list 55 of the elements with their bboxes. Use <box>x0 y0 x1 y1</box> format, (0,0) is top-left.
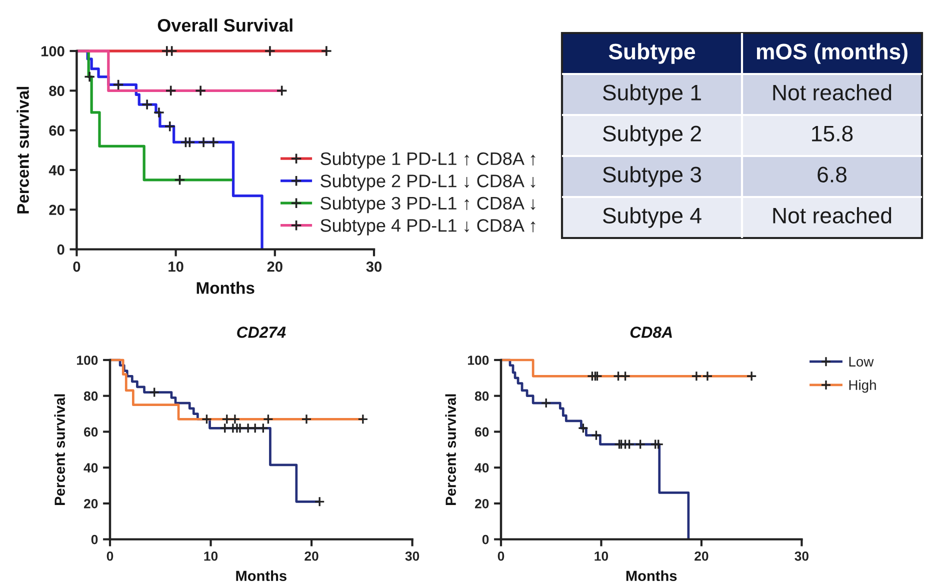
x-tick-label: 20 <box>694 551 708 561</box>
category-label: Subtype <box>608 43 696 64</box>
y-axis-title: Percent survival <box>445 394 456 506</box>
legend-label: Low <box>849 356 874 367</box>
text: Subtype 1 <box>602 84 701 105</box>
text: 15.8 <box>812 126 853 142</box>
x-tick-label: 30 <box>405 551 420 561</box>
x-tick-label: 10 <box>594 551 608 561</box>
y-tick-label: 80 <box>49 86 64 96</box>
chart-title: CD8A <box>630 326 672 338</box>
x-tick-label: 0 <box>106 551 114 561</box>
y-tick-label: 60 <box>475 427 489 437</box>
y-tick-label: 20 <box>84 499 98 508</box>
x-tick-label: 20 <box>304 551 318 561</box>
y-tick-label: 40 <box>48 165 64 176</box>
legend-label: Subtype 4 PD-L1 ↓ CD8A ↑ <box>320 218 536 236</box>
chart-title: Overall Survival <box>158 18 292 32</box>
y-tick-label: 0 <box>57 244 64 255</box>
y-tick-label: 0 <box>91 534 98 544</box>
legend-label: Subtype 3 PD-L1 ↑ CD8A ↓ <box>320 196 536 214</box>
y-tick-label: 0 <box>482 534 489 544</box>
y-tick-label: 80 <box>84 391 98 401</box>
x-tick-label: 0 <box>498 551 504 561</box>
y-tick-label: 20 <box>474 499 489 508</box>
y-axis-title: Percent survival <box>54 394 65 506</box>
x-tick-label: 30 <box>794 551 808 561</box>
x-axis-title: Months <box>236 570 286 582</box>
chart-title: CD274 <box>237 326 286 338</box>
y-tick-label: 60 <box>84 427 98 437</box>
y-tick-label: 20 <box>49 204 64 216</box>
legend-label: Subtype 1 PD-L1 ↑ CD8A ↑ <box>320 152 536 169</box>
text: Subtype 4 <box>602 207 702 228</box>
x-tick-label: 30 <box>366 261 382 272</box>
text: 6.8 <box>818 166 846 182</box>
text: Subtype 2 <box>602 125 701 146</box>
y-tick-label: 60 <box>49 125 64 136</box>
text: Not reached <box>773 207 892 224</box>
y-tick-label: 100 <box>468 356 489 365</box>
legend-label: Subtype 2 PD-L1 ↓ CD8A ↓ <box>320 174 536 191</box>
x-axis-title: Months <box>626 570 677 582</box>
text: Not reached <box>773 84 892 100</box>
y-tick-label: 100 <box>41 46 64 56</box>
category-label: mOS (months) <box>756 43 908 64</box>
y-axis-title: Percent survival <box>16 86 29 214</box>
text: Subtype 3 <box>602 166 702 187</box>
x-tick-label: 10 <box>204 551 218 561</box>
x-axis-title: Months <box>196 282 254 294</box>
x-tick-label: 0 <box>73 261 80 272</box>
y-tick-label: 40 <box>84 463 98 472</box>
y-tick-label: 100 <box>77 356 98 365</box>
y-tick-label: 40 <box>474 463 489 472</box>
legend-label: High <box>849 380 876 393</box>
x-tick-label: 10 <box>168 261 184 272</box>
x-tick-label: 20 <box>267 261 282 272</box>
y-tick-label: 80 <box>474 391 489 401</box>
